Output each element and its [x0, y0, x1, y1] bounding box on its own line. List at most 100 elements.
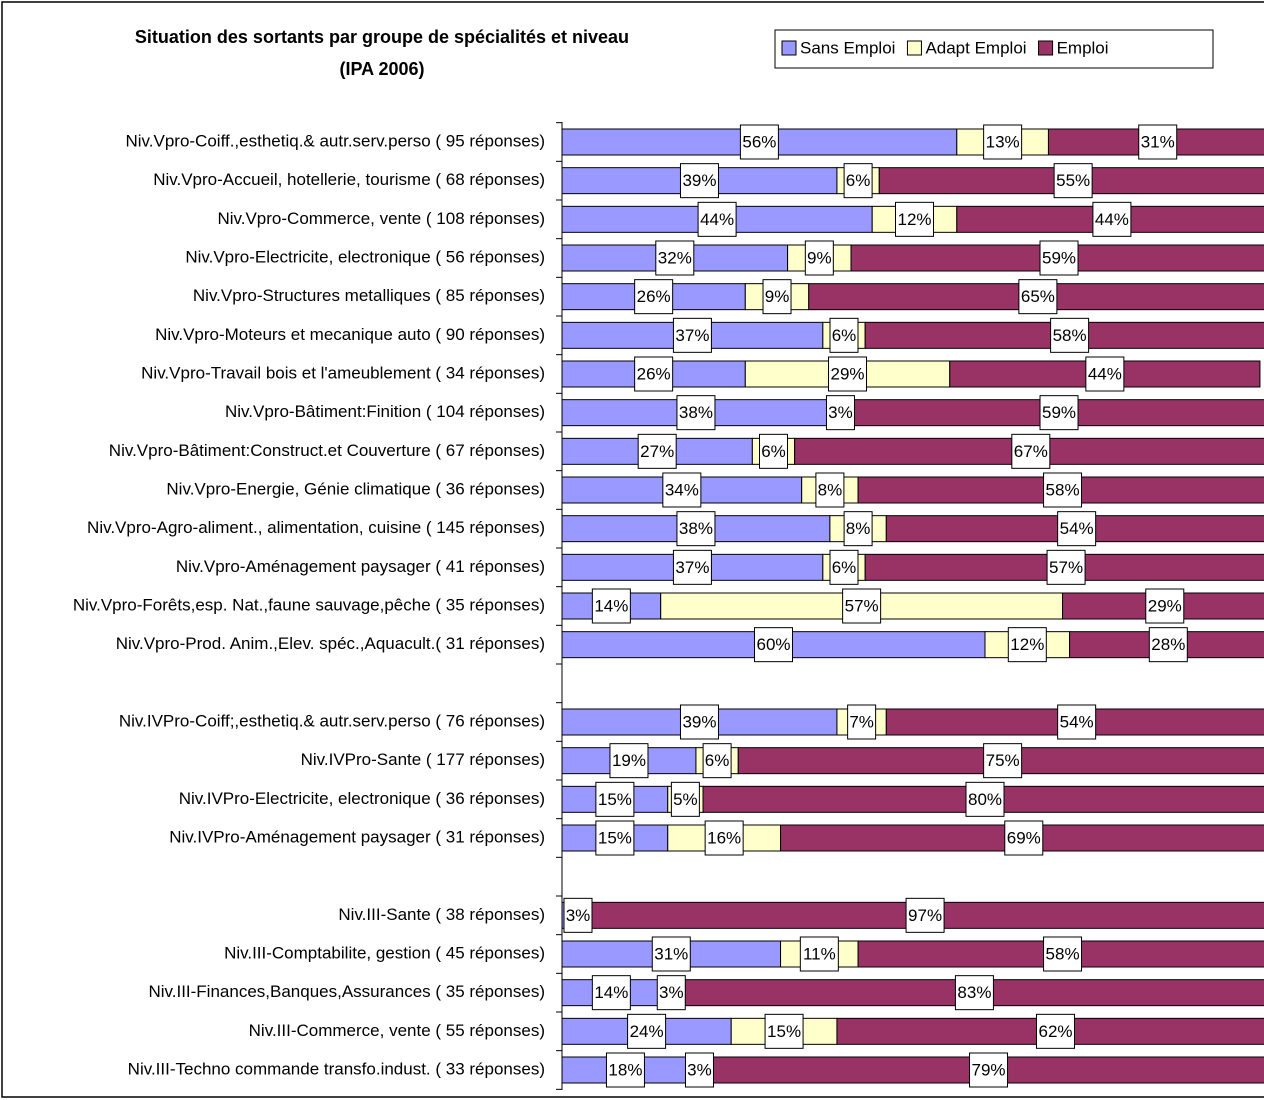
y-tick-label: Niv.Vpro-Aménagement paysager ( 41 répon…: [176, 557, 545, 576]
y-tick-label: Niv.Vpro-Electricite, electronique ( 56 …: [185, 247, 545, 266]
data-label: 15%: [598, 790, 632, 809]
label-box: [684, 1052, 714, 1088]
label-box: [627, 1013, 667, 1049]
data-label: 6%: [832, 326, 857, 345]
chart-title: (IPA 2006): [339, 59, 424, 79]
data-label: 67%: [1014, 442, 1048, 461]
label-box: [637, 433, 677, 469]
label-box: [702, 743, 732, 779]
y-tick-label: Niv.Vpro-Prod. Anim.,Elev. spéc.,Aquacul…: [116, 634, 545, 653]
label-box: [1057, 511, 1097, 547]
label-box: [762, 279, 792, 315]
label-box: [1138, 124, 1178, 160]
data-label: 31%: [1141, 132, 1175, 151]
label-box: [679, 704, 719, 740]
data-label: 57%: [845, 596, 879, 615]
data-label: 54%: [1060, 712, 1094, 731]
y-tick-label: Niv.IVPro-Coiff;,esthetiq.& autr.serv.pe…: [119, 711, 545, 730]
data-label: 55%: [1056, 171, 1090, 190]
label-box: [969, 1052, 1009, 1088]
label-box: [1018, 279, 1058, 315]
label-box: [843, 511, 873, 547]
label-box: [843, 163, 873, 199]
label-box: [672, 549, 712, 585]
label-box: [634, 356, 674, 392]
data-label: 39%: [682, 171, 716, 190]
label-box: [799, 936, 839, 972]
data-label: 69%: [1007, 828, 1041, 847]
data-label: 44%: [700, 210, 734, 229]
data-label: 75%: [986, 751, 1020, 770]
y-tick-label: Niv.Vpro-Accueil, hotellerie, tourisme (…: [153, 170, 545, 189]
label-box: [1039, 395, 1079, 431]
data-label: 3%: [659, 983, 684, 1002]
label-box: [672, 317, 712, 353]
label-box: [759, 433, 788, 469]
data-label: 58%: [1046, 944, 1080, 963]
label-box: [1007, 627, 1047, 663]
label-box: [954, 975, 994, 1011]
data-label: 24%: [630, 1022, 664, 1041]
label-box: [847, 704, 877, 740]
label-box: [605, 1052, 645, 1088]
label-box: [983, 124, 1023, 160]
y-tick-label: Niv.III-Sante ( 38 réponses): [338, 905, 545, 924]
data-label: 3%: [566, 906, 591, 925]
data-label: 12%: [1010, 635, 1044, 654]
data-label: 15%: [598, 828, 632, 847]
y-tick-label: Niv.Vpro-Travail bois et l'ameublement (…: [141, 363, 545, 382]
y-tick-label: Niv.Vpro-Structures metalliques ( 85 rép…: [193, 286, 545, 305]
legend-label: Adapt Emploi: [925, 38, 1026, 57]
label-box: [1043, 936, 1083, 972]
y-tick-label: Niv.III-Techno commande transfo.indust. …: [128, 1059, 545, 1078]
label-box: [1036, 1013, 1075, 1049]
label-box: [829, 317, 859, 353]
data-label: 9%: [765, 287, 790, 306]
data-label: 26%: [637, 364, 671, 383]
y-tick-label: Niv.Vpro-Commerce, vente ( 108 réponses): [217, 209, 545, 228]
y-tick-label: Niv.IVPro-Electricite, electronique ( 36…: [179, 789, 545, 808]
data-label: 83%: [957, 983, 991, 1002]
label-box: [1046, 549, 1086, 585]
y-tick-label: Niv.Vpro-Coiff.,esthetiq.& autr.serv.per…: [125, 131, 545, 150]
data-label: 59%: [1042, 403, 1076, 422]
y-tick-label: Niv.Vpro-Moteurs et mecanique auto ( 90 …: [155, 325, 545, 344]
data-label: 7%: [849, 712, 874, 731]
label-box: [764, 1013, 804, 1049]
legend-box: [774, 29, 1214, 69]
label-box: [1050, 317, 1090, 353]
data-label: 31%: [654, 944, 688, 963]
y-tick-label: Niv.Vpro-Energie, Génie climatique ( 36 …: [166, 479, 545, 498]
label-box: [1004, 820, 1044, 856]
data-label: 56%: [742, 132, 776, 151]
label-box: [1011, 433, 1051, 469]
label-box: [670, 781, 700, 817]
y-tick-label: Niv.III-Commerce, vente ( 55 réponses): [249, 1021, 545, 1040]
chart-title: Situation des sortants par groupe de spé…: [135, 27, 629, 47]
label-box: [1145, 588, 1185, 624]
data-label: 38%: [679, 403, 713, 422]
label-box: [651, 936, 691, 972]
data-label: 58%: [1046, 480, 1080, 499]
data-label: 79%: [972, 1060, 1006, 1079]
data-label: 37%: [675, 558, 709, 577]
data-label: 29%: [831, 364, 865, 383]
label-box: [1057, 704, 1097, 740]
y-tick-label: Niv.Vpro-Bâtiment:Finition ( 104 réponse…: [225, 402, 545, 421]
data-label: 39%: [682, 712, 716, 731]
y-tick-label: Niv.III-Comptabilite, gestion ( 45 répon…: [224, 943, 545, 962]
label-box: [1039, 240, 1079, 276]
y-tick-label: Niv.Vpro-Bâtiment:Construct.et Couvertur…: [109, 441, 545, 460]
data-label: 28%: [1151, 635, 1185, 654]
data-label: 26%: [637, 287, 671, 306]
label-box: [829, 549, 859, 585]
data-label: 12%: [897, 210, 931, 229]
data-label: 54%: [1060, 519, 1094, 538]
label-box: [591, 588, 631, 624]
data-label: 19%: [612, 751, 646, 770]
data-label: 58%: [1053, 326, 1087, 345]
data-label: 97%: [908, 906, 942, 925]
label-box: [825, 395, 855, 431]
label-box: [704, 820, 744, 856]
data-label: 34%: [665, 480, 699, 499]
